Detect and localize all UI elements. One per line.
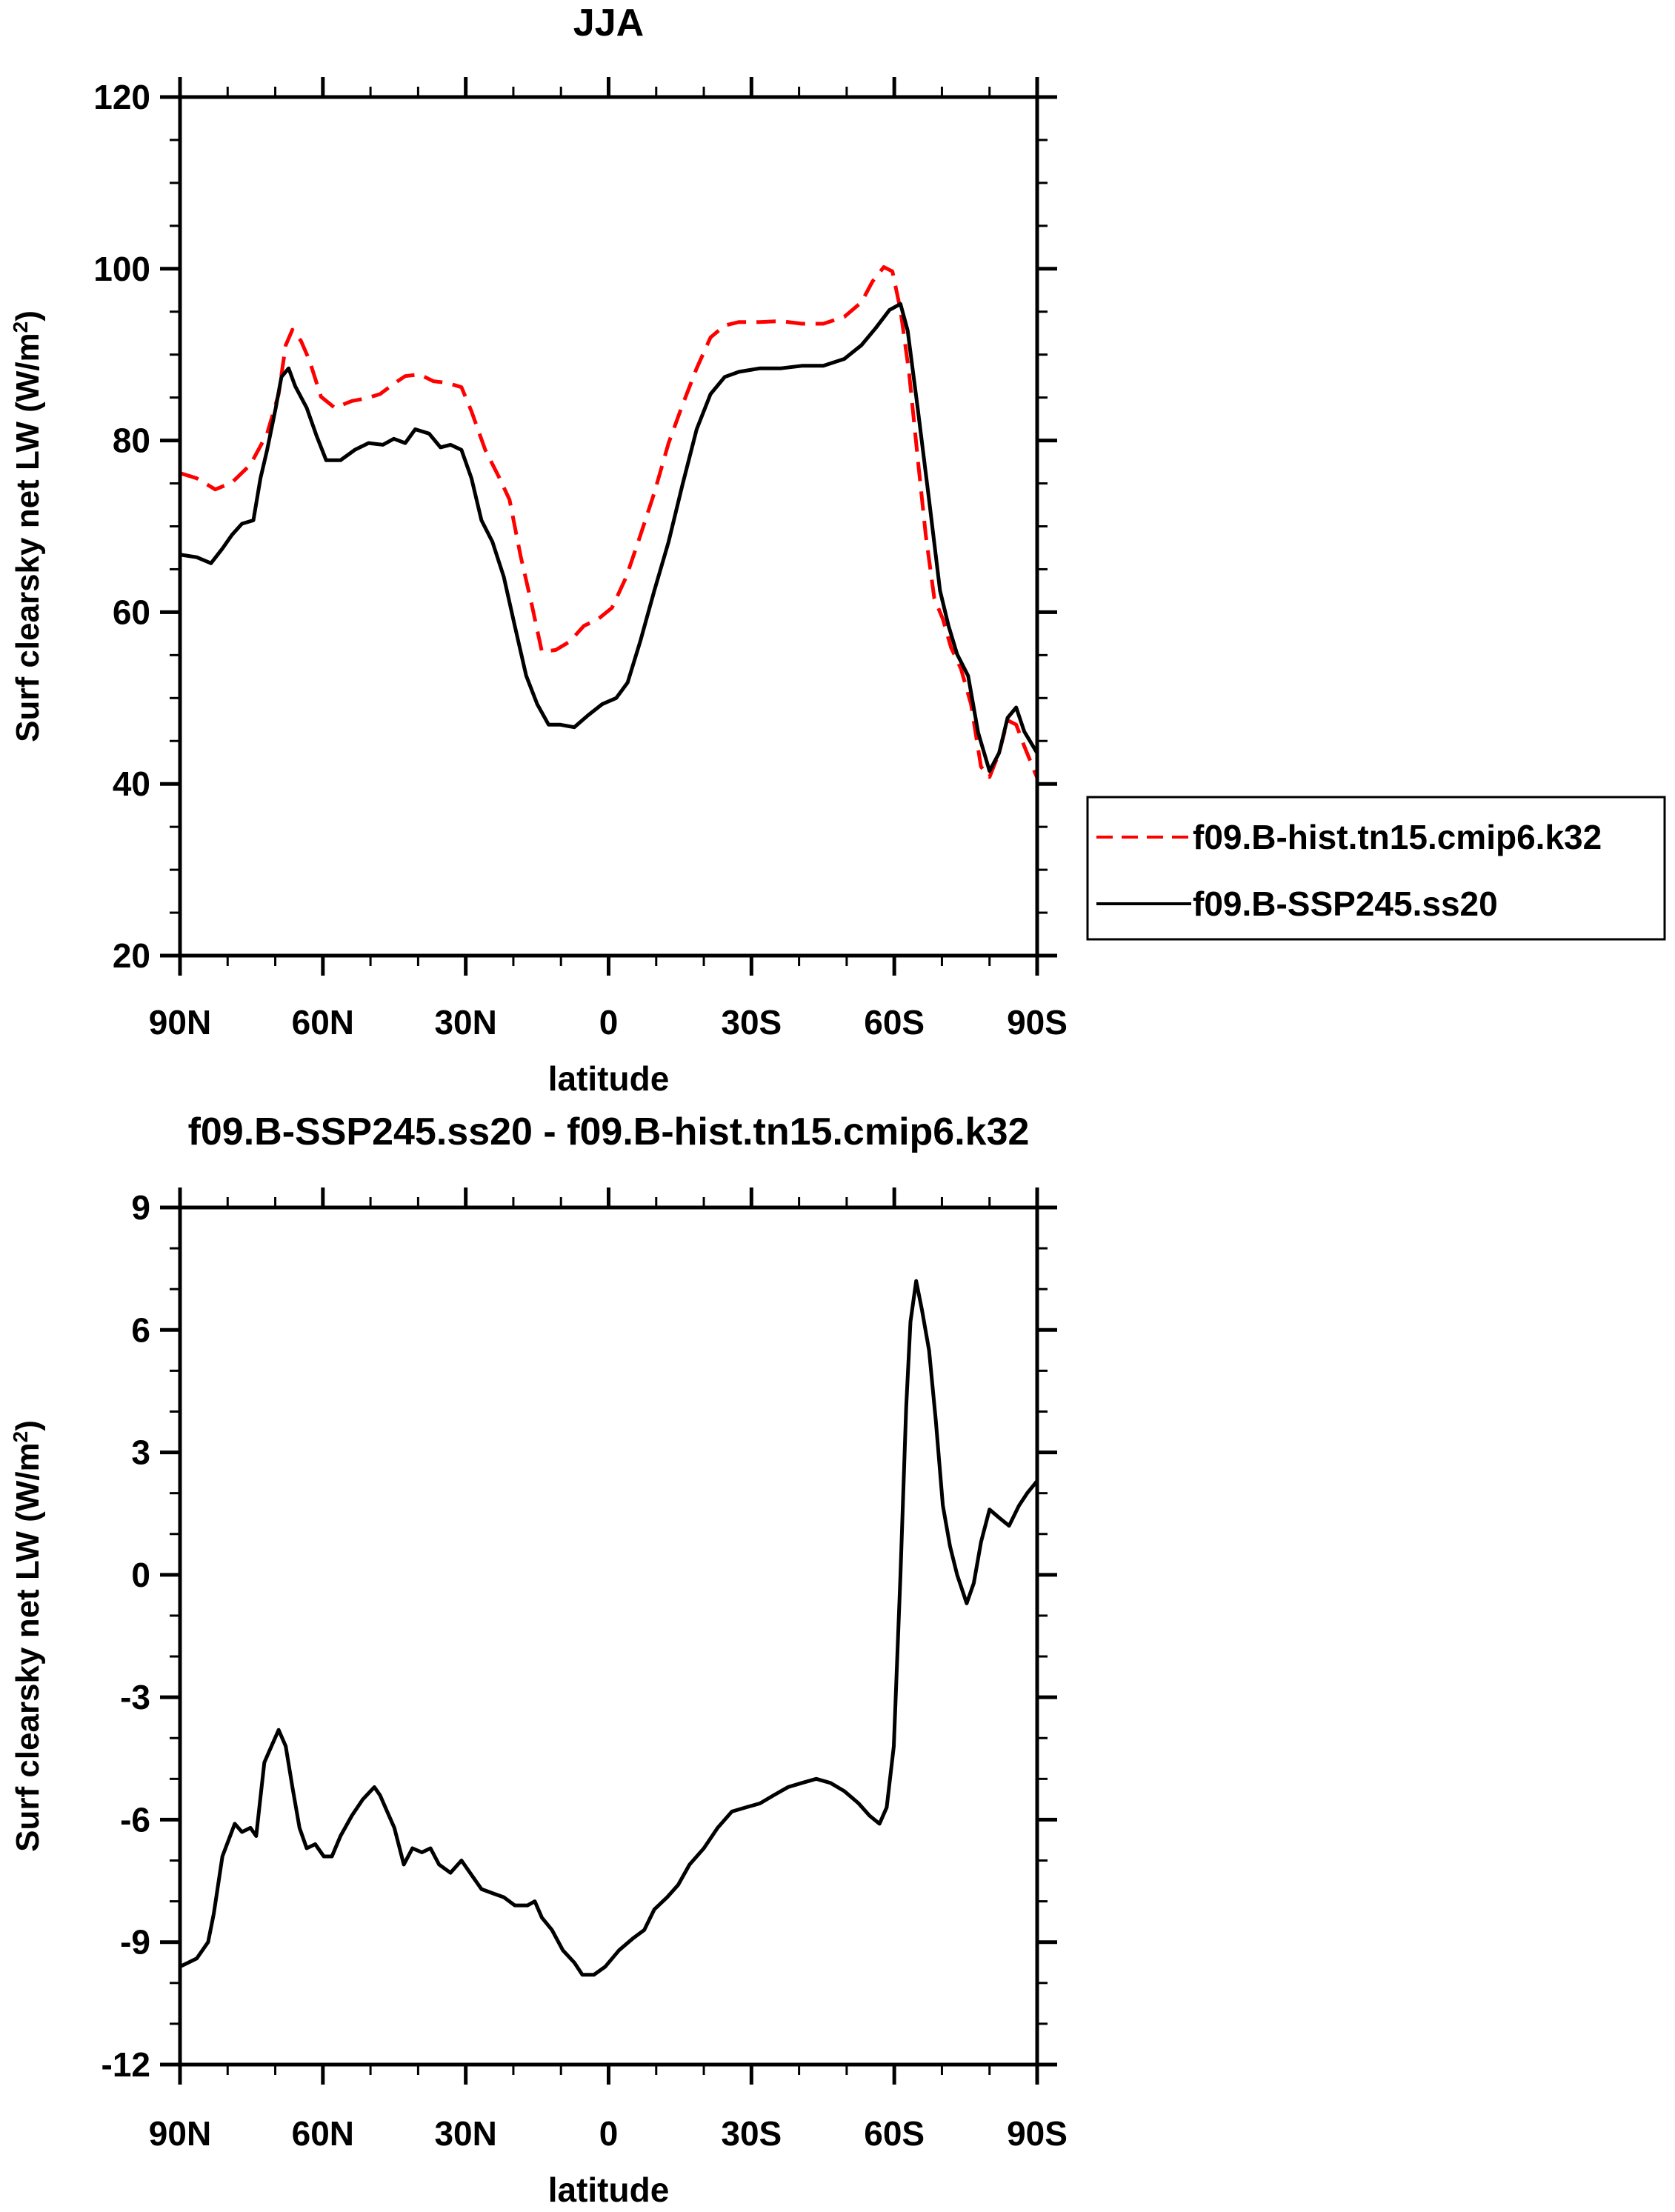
x-tick-label: 30S [721, 2114, 782, 2153]
y-axis-label: Surf clearsky net LW (W/m2) [9, 310, 47, 742]
y-tick-label: 100 [93, 250, 150, 288]
legend-entry: f09.B-hist.tn15.cmip6.k32 [1193, 818, 1602, 856]
y-tick-label: -12 [101, 2045, 150, 2084]
y-tick-label: 6 [131, 1310, 150, 1349]
series-line-1 [180, 1279, 1037, 1977]
y-tick-label: 9 [131, 1188, 150, 1227]
y-axis-label-text: Surf clearsky net LW (W/m [10, 333, 46, 742]
y-axis-label-text: Surf clearsky net LW (W/m [10, 1442, 46, 1852]
x-tick-label: 30N [434, 2114, 496, 2153]
x-tick-label: 90N [149, 1003, 211, 1042]
y-tick-label: 60 [113, 593, 150, 631]
y-tick-label: 20 [113, 936, 150, 975]
x-tick-label: 60N [292, 2114, 354, 2153]
plot-frame [178, 95, 1039, 958]
y-axis-label-superscript: 2 [9, 322, 32, 333]
y-tick-label: -9 [120, 1923, 150, 1962]
x-tick-label: 90N [149, 2114, 211, 2153]
x-tick-label: 60S [864, 1003, 925, 1042]
plot-frame [178, 1205, 1039, 2067]
legend-box [1086, 796, 1666, 941]
y-axis-label: Surf clearsky net LW (W/m2) [9, 1420, 47, 1852]
chart-title: f09.B-SSP245.ss20 - f09.B-hist.tn15.cmip… [188, 1110, 1030, 1153]
x-tick-label: 30S [721, 1003, 782, 1042]
series-line-1 [180, 265, 1037, 779]
y-axis-label-close: ) [10, 1420, 46, 1431]
x-tick-label: 90S [1007, 1003, 1068, 1042]
series-line-2 [180, 302, 1037, 773]
x-axis-label: latitude [548, 2171, 670, 2209]
y-tick-label: 3 [131, 1433, 150, 1472]
x-tick-label: 0 [599, 2114, 619, 2153]
x-tick-label: 90S [1007, 2114, 1068, 2153]
x-tick-label: 30N [434, 1003, 496, 1042]
y-axis-label-close: ) [10, 310, 46, 322]
y-tick-label: -3 [120, 1678, 150, 1716]
y-tick-label: -6 [120, 1800, 150, 1839]
x-tick-label: 60S [864, 2114, 925, 2153]
y-tick-label: 80 [113, 422, 150, 460]
x-tick-label: 60N [292, 1003, 354, 1042]
chart-panel-2: f09.B-SSP245.ss20 - f09.B-hist.tn15.cmip… [9, 1110, 1068, 2209]
y-tick-label: 0 [131, 1556, 150, 1594]
y-tick-label: 120 [93, 78, 150, 116]
chart-panel-1: JJA 90N 60N 30N 0 30S 60S 90S 20 40 60 80 100 120 lati… [9, 1, 1666, 1098]
legend-entry: f09.B-SSP245.ss20 [1193, 885, 1498, 923]
x-axis-label: latitude [548, 1059, 670, 1098]
legend: f09.B-hist.tn15.cmip6.k32 f09.B-SSP245.ss… [1086, 796, 1666, 941]
x-tick-label: 0 [599, 1003, 619, 1042]
y-axis-label-superscript: 2 [9, 1431, 32, 1443]
chart-title: JJA [573, 1, 644, 44]
y-tick-label: 40 [113, 764, 150, 803]
